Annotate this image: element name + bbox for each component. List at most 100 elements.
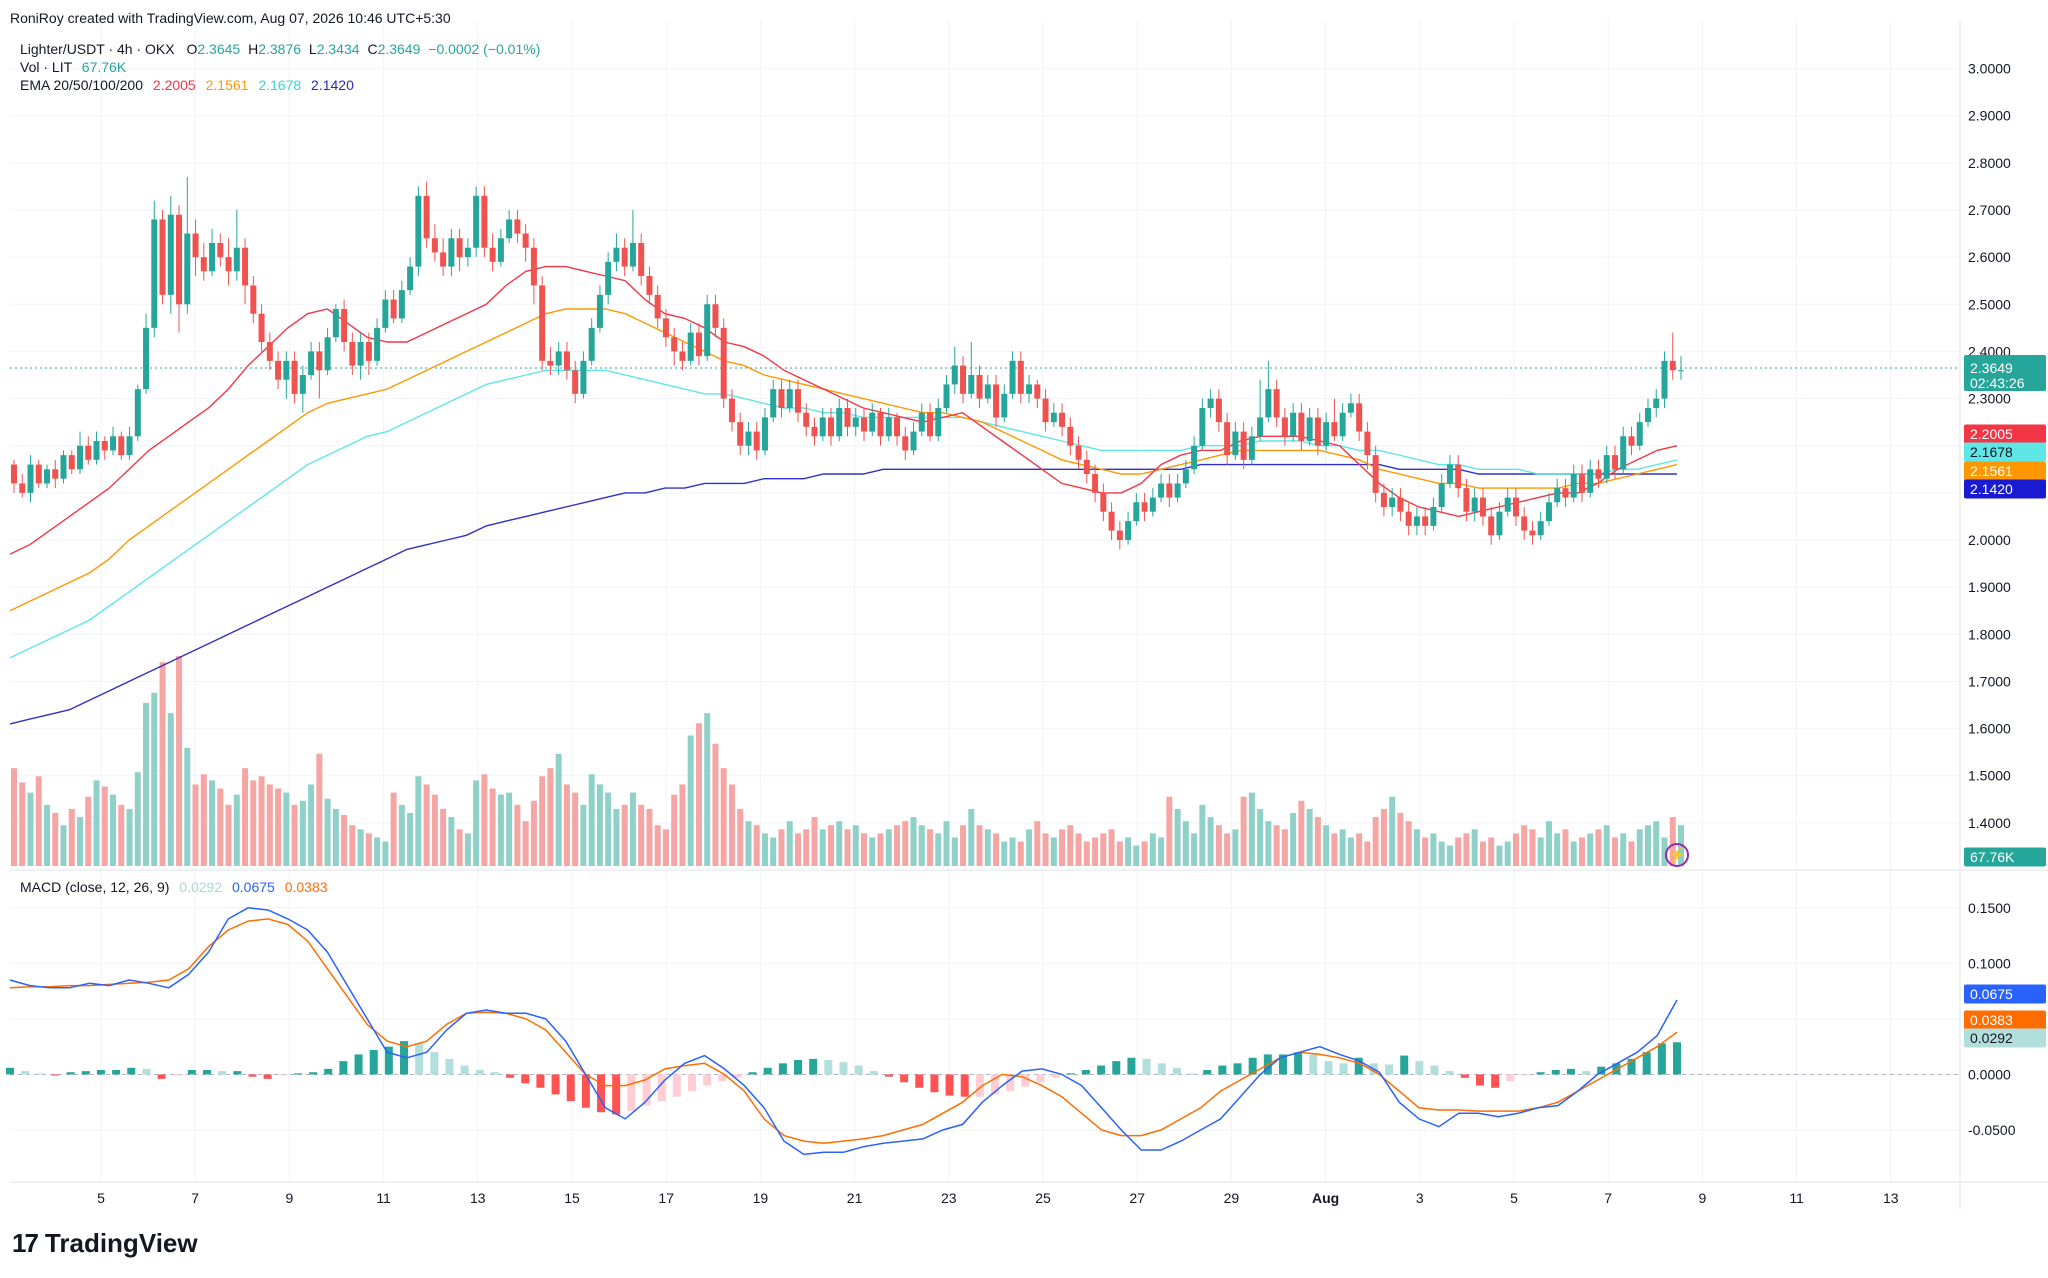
volume-bar [77,817,84,866]
ema20-value: 2.2005 [152,77,196,93]
volume-bar [101,786,108,866]
time-tick-label: 9 [286,1190,294,1206]
candle-body [514,219,521,234]
ema100-tag: 2.1678 [1970,444,2013,460]
candle-body [720,327,727,399]
candle-body [382,299,389,328]
candle-body [1603,455,1610,479]
macd-histogram-bar [1081,1070,1090,1075]
candle-body [324,337,331,371]
volume-tag-bg [1964,847,2046,867]
volume-bar [1240,796,1247,866]
volume-bar [918,825,925,866]
candle-body [712,304,719,328]
macd-histogram-bar [1521,1074,1530,1076]
brand-name: TradingView [44,1228,198,1258]
candle-body [464,247,471,258]
candle-body [927,412,934,437]
time-tick-label: 23 [941,1190,957,1206]
volume-bar [1108,829,1115,866]
ohlc-close: 2.3649 [377,41,421,57]
macd-histogram-bar [142,1068,151,1075]
candle-body [885,417,892,437]
volume-bar [497,794,504,866]
candle-body [233,247,240,272]
macd-signal-tag-bg [1964,1010,2046,1030]
macd-histogram-bar [187,1070,196,1075]
time-tick-label: 19 [753,1190,769,1206]
macd-histogram-bar [627,1074,636,1112]
volume-bar [927,829,934,866]
macd-histogram-bar [324,1068,333,1075]
macd-histogram-bar [1536,1072,1545,1075]
macd-histogram-bar [1294,1052,1303,1075]
macd-histogram-bar [1142,1058,1151,1075]
volume-bar [299,800,306,866]
volume-bar [423,784,430,866]
lightning-icon[interactable]: ⚡ [1665,843,1689,867]
macd-histogram-bar [1172,1067,1181,1075]
volume-bar [431,794,438,866]
price-tick-label: 2.6000 [1968,249,2011,265]
candle-body [753,431,760,451]
candle-body [398,290,405,319]
volume-bar [489,788,496,866]
volume-bar [770,837,777,866]
candle-body [101,441,108,451]
candle-body [1587,469,1594,493]
time-tick-label: 7 [191,1190,199,1206]
volume-bar [572,792,579,866]
macd-histogram-bar [384,1046,393,1075]
volume-bar [1405,821,1412,866]
ohlc-high: 2.3876 [258,41,302,57]
candle-body [1446,464,1453,484]
macd-histogram-bar [369,1050,378,1075]
ohlc-low: 2.3434 [316,41,360,57]
time-tick-label: 27 [1129,1190,1145,1206]
volume-legend[interactable]: Vol · LIT 67.76K [20,58,126,76]
ema-legend[interactable]: EMA 20/50/100/200 2.2005 2.1561 2.1678 2… [20,76,354,94]
candle-body [19,483,26,493]
volume-bar [52,812,59,866]
symbol-title[interactable]: Lighter/USDT · 4h · OKX [20,41,175,57]
macd-histogram-bar [975,1074,984,1097]
macd-histogram-bar [172,1074,181,1076]
candlesticks[interactable] [11,177,1684,550]
time-tick-label: 7 [1604,1190,1612,1206]
volume-bar [407,812,414,866]
candle-body [555,351,562,366]
volume-bar [1620,833,1627,866]
macd-histogram-bar [703,1074,712,1086]
volume-bar [1661,837,1668,866]
volume-bar [134,772,141,866]
volume-bar [514,804,521,866]
volume-bar [935,833,942,866]
candle-body [275,360,282,380]
candle-body [291,360,298,394]
candle-body [1430,507,1437,526]
candle-body [1471,497,1478,512]
volume-bar [1578,837,1585,866]
candle-body [1257,417,1264,437]
candle-body [1537,521,1544,536]
candle-body [811,426,818,437]
tradingview-logo[interactable]: 17 TradingView [12,1228,198,1259]
volume-bar [1603,825,1610,866]
macd-label: MACD (close, 12, 26, 9) [20,879,170,895]
candle-body [1339,412,1346,437]
candle-body [415,195,422,267]
chart-grid [10,20,2048,1210]
symbol-legend[interactable]: Lighter/USDT · 4h · OKX O2.3645 H2.3876 … [20,40,540,58]
candle-body [1611,455,1618,470]
candle-body [728,398,735,423]
macd-histogram-bar [293,1073,302,1075]
volume-bar [910,817,917,866]
volume-bar [382,841,389,866]
candle-body [1133,502,1140,522]
macd-hist-tag-bg [1964,1028,2046,1048]
candle-body [266,342,273,361]
macd-legend[interactable]: MACD (close, 12, 26, 9) 0.0292 0.0675 0.… [20,878,328,896]
volume-bar [1455,837,1462,866]
candle-body [1389,497,1396,507]
